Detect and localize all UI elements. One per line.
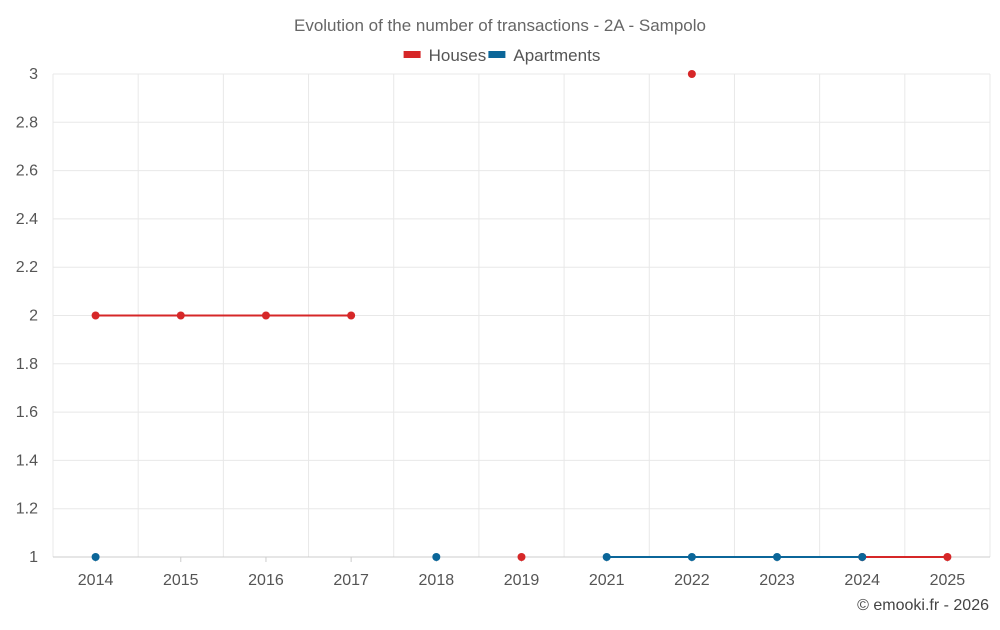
x-tick-label: 2018	[419, 572, 455, 589]
data-point-apartments[interactable]	[91, 553, 100, 561]
x-tick-label: 2024	[844, 572, 880, 589]
data-point-houses[interactable]	[347, 311, 356, 320]
y-axis: 1 1.2 1.4 1.6 1.8 2 2.2 2.4 2.6 2.8 3	[16, 66, 38, 566]
data-point-houses[interactable]	[91, 311, 100, 320]
y-tick-label: 1.6	[16, 404, 38, 421]
chart-title: Evolution of the number of transactions …	[294, 16, 706, 35]
data-point-apartments[interactable]	[773, 553, 782, 561]
x-tick-label: 2021	[589, 572, 625, 589]
data-point-apartments[interactable]	[432, 553, 441, 561]
legend-swatch	[488, 51, 506, 58]
y-tick-label: 1.8	[16, 356, 38, 373]
x-tick-label: 2023	[759, 572, 795, 589]
x-tick-label: 2022	[674, 572, 710, 589]
data-point-apartments[interactable]	[858, 553, 867, 561]
data-point-houses[interactable]	[517, 553, 526, 561]
y-tick-label: 1.2	[16, 501, 38, 518]
x-tick-label: 2019	[504, 572, 540, 589]
series-points	[91, 70, 952, 561]
y-tick-label: 2.4	[16, 211, 38, 228]
credit-text: © emooki.fr - 2026	[857, 597, 989, 614]
legend-swatch	[403, 51, 421, 58]
x-axis: 2014 2015 2016 2017 2018 2019 2021 2022 2023 2024…	[78, 557, 966, 589]
legend-label: Houses	[429, 46, 487, 65]
y-tick-label: 2.2	[16, 259, 38, 276]
legend-label: Apartments	[513, 46, 600, 65]
data-point-houses[interactable]	[176, 311, 185, 320]
x-tick-label: 2017	[333, 572, 369, 589]
y-tick-label: 1	[29, 549, 38, 566]
series-lines	[94, 314, 949, 558]
x-tick-label: 2015	[163, 572, 199, 589]
data-point-houses[interactable]	[261, 311, 270, 320]
y-tick-label: 2.8	[16, 114, 38, 131]
y-tick-label: 2	[29, 308, 38, 325]
legend-item-apartments[interactable]: Apartments	[488, 46, 600, 65]
data-point-houses[interactable]	[943, 553, 952, 561]
data-point-apartments[interactable]	[687, 553, 696, 561]
y-tick-label: 2.6	[16, 163, 38, 180]
x-tick-label: 2014	[78, 572, 114, 589]
data-point-apartments[interactable]	[602, 553, 611, 561]
x-tick-label: 2016	[248, 572, 284, 589]
data-point-houses[interactable]	[687, 70, 696, 78]
legend-item-houses[interactable]: Houses	[403, 46, 487, 65]
legend: Houses Apartments	[403, 46, 600, 65]
y-tick-label: 3	[29, 66, 38, 83]
x-tick-label: 2025	[930, 572, 966, 589]
y-tick-label: 1.4	[16, 452, 38, 469]
